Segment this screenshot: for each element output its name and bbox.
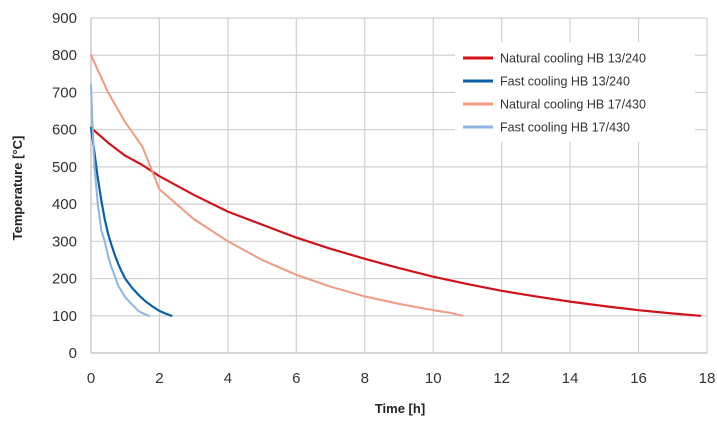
y-tick-label: 900 xyxy=(52,10,77,27)
x-axis-title: Time [h] xyxy=(375,401,425,416)
legend-label: Fast cooling HB 13/240 xyxy=(500,75,630,89)
series-line xyxy=(90,54,464,317)
y-tick-label: 500 xyxy=(52,159,77,176)
y-tick-label: 400 xyxy=(52,196,77,213)
y-tick-label: 700 xyxy=(52,84,77,101)
x-tick-label: 8 xyxy=(361,370,369,387)
x-tick-label: 10 xyxy=(425,370,442,387)
x-tick-label: 16 xyxy=(630,370,647,387)
x-tick-label: 2 xyxy=(155,370,163,387)
y-tick-label: 600 xyxy=(52,122,77,139)
x-tick-label: 14 xyxy=(562,370,579,387)
legend-label: Fast cooling HB 17/430 xyxy=(500,121,630,135)
x-tick-label: 4 xyxy=(224,370,232,387)
y-axis-title: Temperature [°C] xyxy=(10,136,25,241)
legend-label: Natural cooling HB 17/430 xyxy=(500,98,646,112)
x-tick-label: 12 xyxy=(493,370,510,387)
series-line xyxy=(89,126,173,317)
x-tick-label: 0 xyxy=(87,370,95,387)
y-tick-label: 0 xyxy=(69,345,77,362)
x-tick-label: 18 xyxy=(699,370,716,387)
series-lines xyxy=(89,54,702,317)
grid xyxy=(90,17,708,354)
y-tick-label: 100 xyxy=(52,308,77,325)
y-tick-label: 300 xyxy=(52,233,77,250)
series-line xyxy=(89,126,702,317)
series-line xyxy=(90,84,151,317)
legend: Natural cooling HB 13/240 Fast cooling HB… xyxy=(455,42,695,142)
legend-background xyxy=(455,42,695,142)
legend-label: Natural cooling HB 13/240 xyxy=(500,52,646,66)
x-tick-label: 6 xyxy=(292,370,300,387)
y-tick-label: 800 xyxy=(52,47,77,64)
y-tick-label: 200 xyxy=(52,271,77,288)
tick-labels: 0 100 200 300 400 500 600 700 800 900 0 2 4 6 8 10 12 14 1… xyxy=(52,10,715,387)
